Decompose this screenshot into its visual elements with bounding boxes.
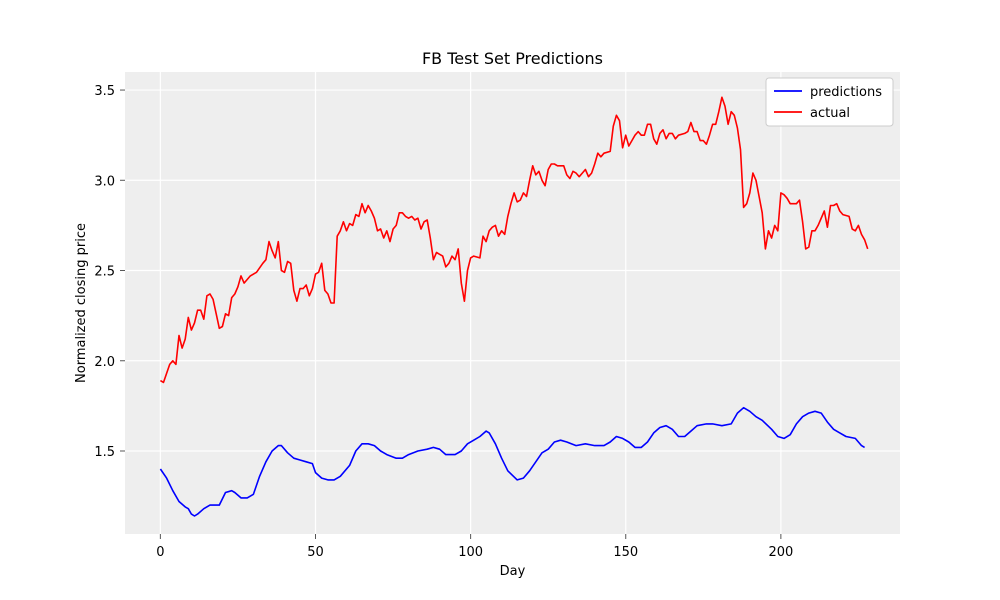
series-line-predictions [159, 406, 866, 517]
x-tick-label: 100 [458, 545, 483, 560]
y-tick-label: 2.5 [94, 265, 115, 280]
series-line-actual [159, 96, 869, 384]
legend-box [765, 77, 894, 127]
y-tick-label: 3.5 [94, 84, 115, 99]
legend-label-actual: actual [810, 106, 850, 121]
y-tick-label: 3.0 [94, 174, 115, 189]
legend-label-predictions: predictions [810, 85, 882, 100]
x-tick-label: 0 [156, 545, 164, 560]
legend: predictions actual [765, 77, 894, 127]
x-tick-label: 200 [768, 545, 793, 560]
x-tick-label: 150 [613, 545, 638, 560]
y-tick-label: 1.5 [94, 445, 115, 460]
y-axis-label: Normalized closing price [74, 223, 89, 383]
x-axis-label: Day [500, 564, 526, 579]
chart-title: FB Test Set Predictions [422, 49, 603, 68]
axis-ticks: 0 50 100 150 200 1.5 2.0 2.5 3.0 3.5 [94, 84, 793, 560]
plot-area [125, 72, 900, 534]
x-tick-label: 50 [307, 545, 324, 560]
series-lines [159, 96, 869, 517]
y-tick-label: 2.0 [94, 355, 115, 370]
